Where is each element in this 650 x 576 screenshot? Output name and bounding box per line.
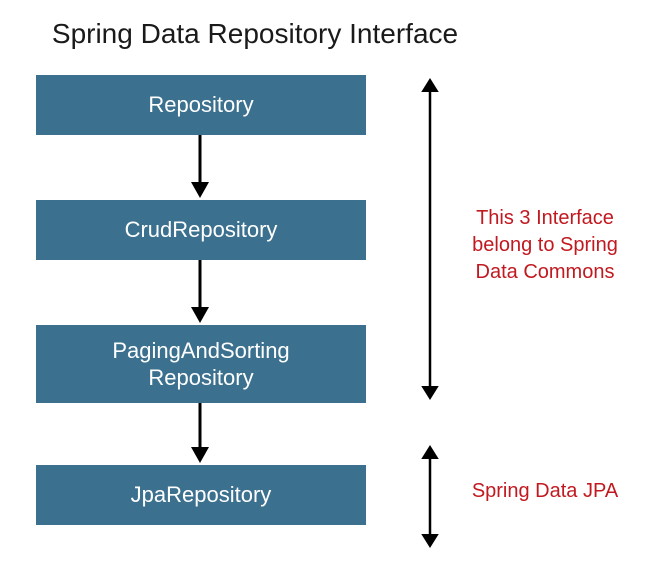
arrow-down-icon (180, 135, 220, 200)
node-crud-repository: CrudRepository (36, 200, 366, 260)
diagram-canvas: Spring Data Repository Interface Reposit… (0, 0, 650, 576)
arrow-down-icon (180, 403, 220, 465)
annotation-jpa: Spring Data JPA (460, 478, 630, 505)
node-label-line2: Repository (148, 364, 253, 392)
annotation-commons: This 3 Interface belong to Spring Data C… (460, 205, 630, 286)
node-label: Repository (148, 91, 253, 119)
node-paging-sorting-repository: PagingAndSorting Repository (36, 325, 366, 403)
node-label: JpaRepository (131, 481, 272, 509)
double-arrow-bracket-icon (415, 445, 445, 548)
diagram-title: Spring Data Repository Interface (0, 18, 510, 50)
node-label: CrudRepository (125, 216, 278, 244)
node-repository: Repository (36, 75, 366, 135)
node-jpa-repository: JpaRepository (36, 465, 366, 525)
double-arrow-bracket-icon (415, 78, 445, 400)
node-label-line1: PagingAndSorting (112, 337, 289, 365)
arrow-down-icon (180, 260, 220, 325)
